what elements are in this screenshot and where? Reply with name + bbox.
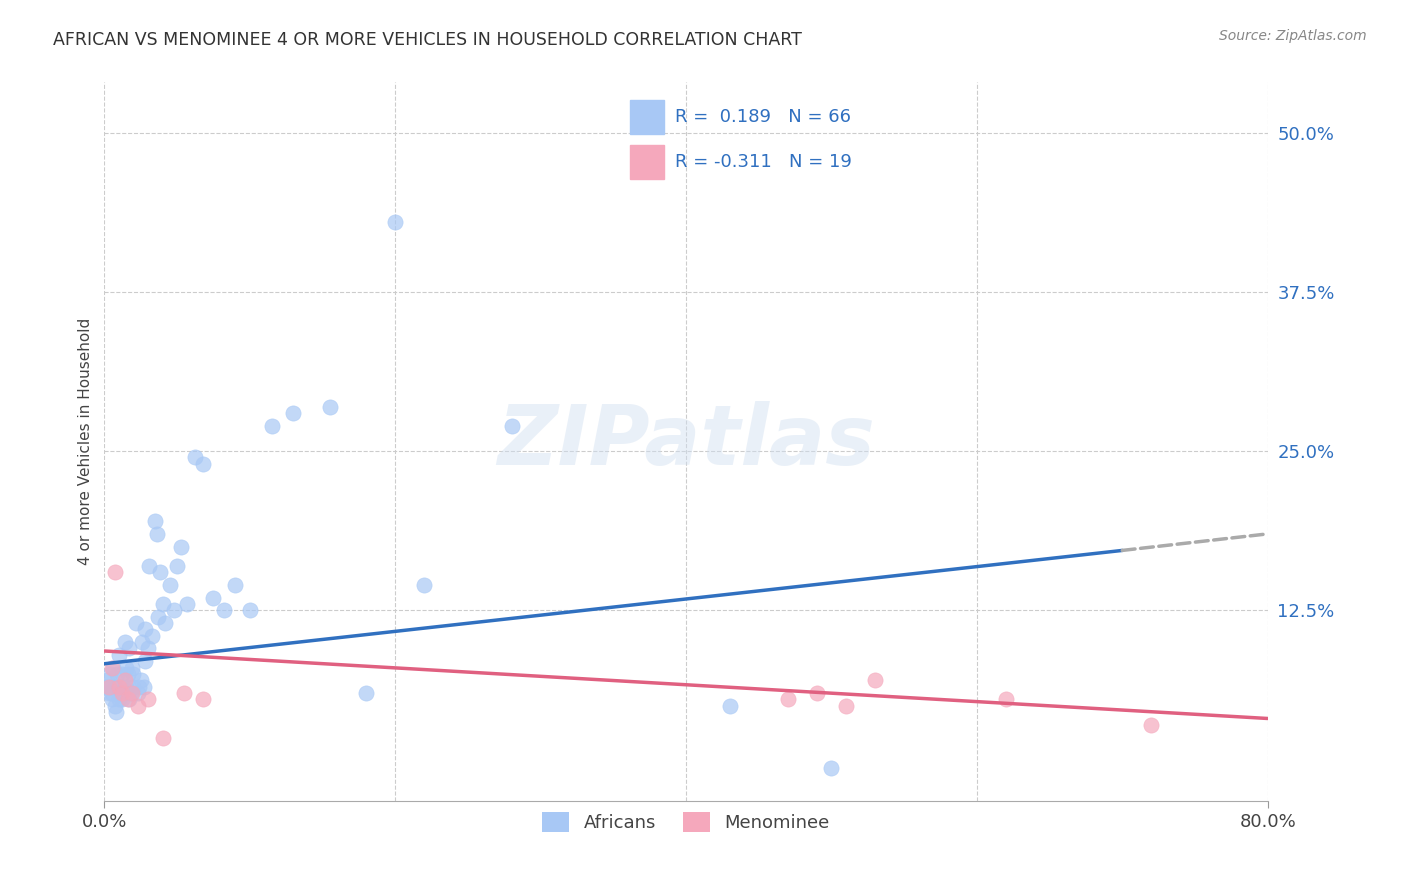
- Point: [863, 673, 886, 688]
- Point: [108, 692, 131, 706]
- Point: [115, 680, 138, 694]
- Point: [117, 667, 139, 681]
- Point: [105, 705, 128, 719]
- Point: [122, 680, 145, 694]
- Point: [776, 692, 799, 706]
- Point: [152, 597, 174, 611]
- Point: [112, 680, 135, 694]
- Point: [224, 578, 246, 592]
- Point: [820, 761, 842, 775]
- Point: [103, 680, 125, 694]
- Legend: Africans, Menominee: Africans, Menominee: [534, 805, 837, 839]
- Point: [134, 654, 156, 668]
- Point: [413, 578, 436, 592]
- Point: [501, 418, 523, 433]
- Point: [118, 641, 141, 656]
- Text: ZIPatlas: ZIPatlas: [498, 401, 875, 482]
- Point: [125, 615, 148, 630]
- Point: [97, 680, 120, 694]
- Point: [103, 565, 125, 579]
- Point: [994, 692, 1017, 706]
- Point: [202, 591, 225, 605]
- Point: [173, 686, 195, 700]
- Point: [212, 603, 235, 617]
- Point: [122, 667, 145, 681]
- Point: [143, 514, 166, 528]
- Point: [138, 558, 160, 573]
- Point: [98, 667, 121, 681]
- Point: [117, 692, 139, 706]
- Point: [1140, 718, 1163, 732]
- Point: [193, 457, 215, 471]
- Point: [170, 540, 193, 554]
- Point: [110, 680, 132, 694]
- Point: [97, 680, 120, 694]
- Point: [101, 660, 124, 674]
- Point: [129, 673, 152, 688]
- Point: [100, 660, 122, 674]
- Point: [94, 680, 117, 694]
- Point: [107, 667, 129, 681]
- Point: [110, 686, 132, 700]
- Point: [166, 558, 188, 573]
- Point: [111, 692, 134, 706]
- Point: [806, 686, 828, 700]
- Point: [134, 623, 156, 637]
- Point: [718, 698, 741, 713]
- Point: [136, 692, 159, 706]
- Point: [128, 680, 150, 694]
- Point: [239, 603, 262, 617]
- Point: [103, 698, 125, 713]
- Point: [319, 400, 342, 414]
- Point: [96, 673, 118, 688]
- Y-axis label: 4 or more Vehicles in Household: 4 or more Vehicles in Household: [79, 318, 93, 566]
- Point: [131, 635, 153, 649]
- Point: [145, 527, 167, 541]
- Point: [132, 680, 155, 694]
- Point: [100, 686, 122, 700]
- Point: [120, 686, 142, 700]
- Point: [384, 215, 406, 229]
- Point: [283, 406, 305, 420]
- Text: AFRICAN VS MENOMINEE 4 OR MORE VEHICLES IN HOUSEHOLD CORRELATION CHART: AFRICAN VS MENOMINEE 4 OR MORE VEHICLES …: [53, 31, 803, 49]
- Point: [163, 603, 186, 617]
- Point: [108, 648, 131, 662]
- Point: [100, 692, 122, 706]
- Point: [152, 731, 174, 745]
- Point: [114, 673, 136, 688]
- Point: [155, 615, 177, 630]
- Point: [121, 686, 143, 700]
- Point: [141, 629, 163, 643]
- Point: [111, 667, 134, 681]
- Point: [136, 641, 159, 656]
- Point: [149, 565, 172, 579]
- Point: [148, 609, 170, 624]
- Point: [260, 418, 283, 433]
- Point: [176, 597, 198, 611]
- Point: [183, 450, 205, 465]
- Point: [159, 578, 181, 592]
- Text: Source: ZipAtlas.com: Source: ZipAtlas.com: [1219, 29, 1367, 43]
- Point: [108, 680, 131, 694]
- Point: [835, 698, 858, 713]
- Point: [127, 686, 149, 700]
- Point: [114, 635, 136, 649]
- Point: [115, 660, 138, 674]
- Point: [111, 686, 134, 700]
- Point: [127, 698, 149, 713]
- Point: [97, 686, 120, 700]
- Point: [354, 686, 377, 700]
- Point: [118, 692, 141, 706]
- Point: [121, 660, 143, 674]
- Point: [193, 692, 215, 706]
